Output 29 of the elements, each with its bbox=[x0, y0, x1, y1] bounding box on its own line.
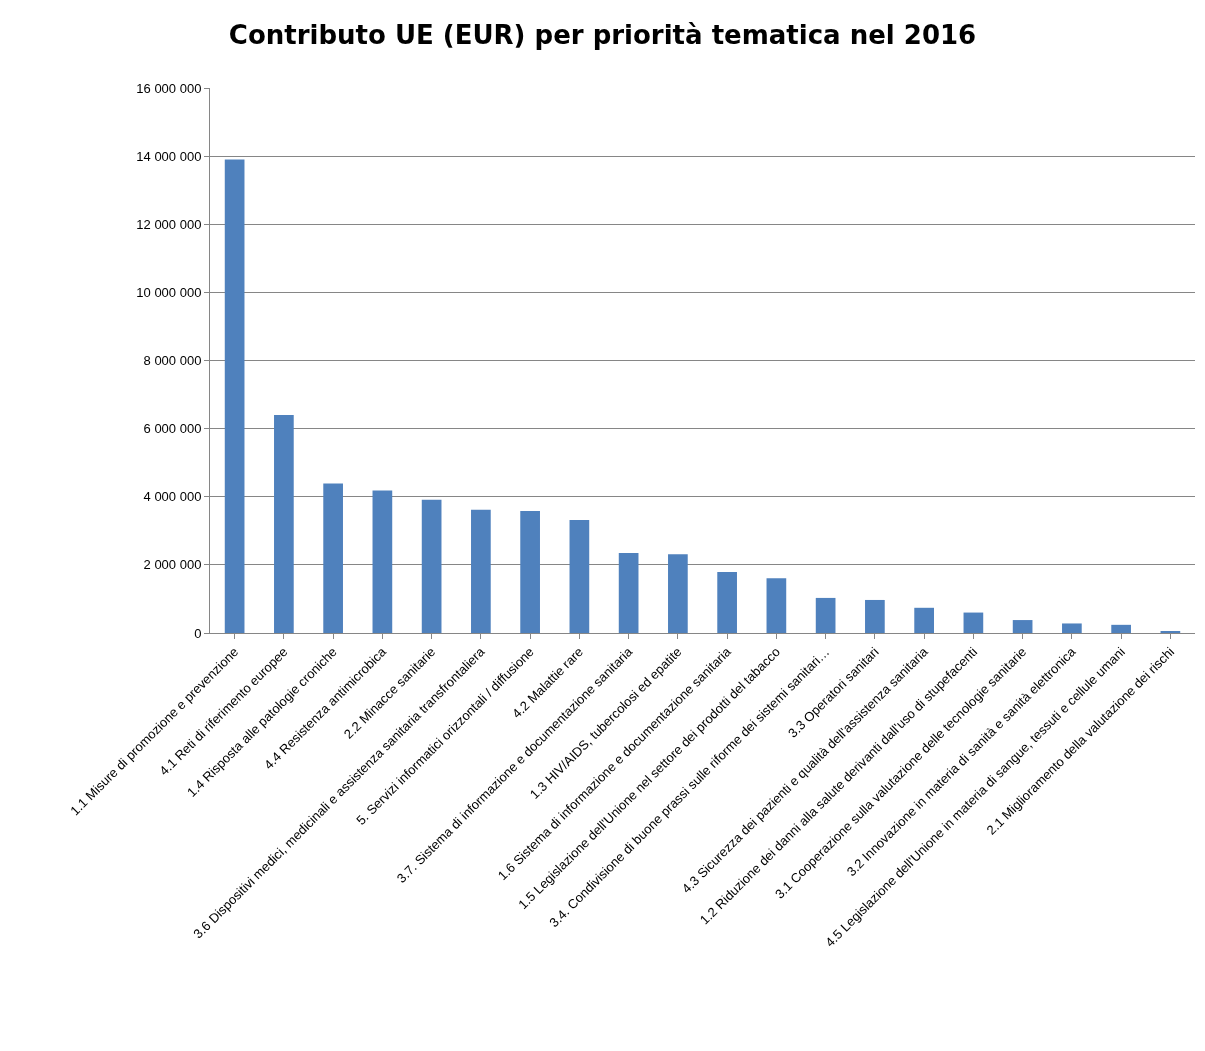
bar bbox=[668, 554, 688, 633]
y-tick-label: 10 000 000 bbox=[136, 284, 202, 300]
y-tick-label: 4 000 000 bbox=[143, 489, 202, 505]
y-tick-label: 2 000 000 bbox=[143, 557, 202, 573]
bar bbox=[323, 483, 343, 633]
y-tick-label: 6 000 000 bbox=[143, 421, 202, 437]
bar bbox=[865, 599, 885, 633]
bar bbox=[224, 159, 245, 633]
bar bbox=[815, 597, 836, 633]
bar bbox=[914, 607, 934, 633]
bar bbox=[1012, 620, 1033, 633]
y-tick-label: 0 bbox=[194, 625, 202, 641]
y-tick-label: 14 000 000 bbox=[136, 148, 202, 164]
bar bbox=[1111, 624, 1131, 633]
bar bbox=[421, 499, 442, 633]
y-tick-label: 12 000 000 bbox=[136, 216, 202, 232]
bar bbox=[520, 511, 540, 633]
bar bbox=[618, 552, 639, 633]
bar bbox=[717, 572, 737, 633]
bar bbox=[1062, 623, 1082, 633]
bar bbox=[766, 578, 787, 633]
chart-title: Contributo UE (EUR) per priorità tematica nel 2016 bbox=[228, 20, 977, 51]
y-tick-label: 8 000 000 bbox=[143, 353, 202, 369]
bar bbox=[569, 519, 590, 633]
bar bbox=[471, 509, 491, 633]
bar bbox=[274, 415, 294, 633]
bar bbox=[963, 612, 984, 633]
bar bbox=[372, 490, 393, 633]
y-tick-label: 16 000 000 bbox=[136, 80, 202, 96]
